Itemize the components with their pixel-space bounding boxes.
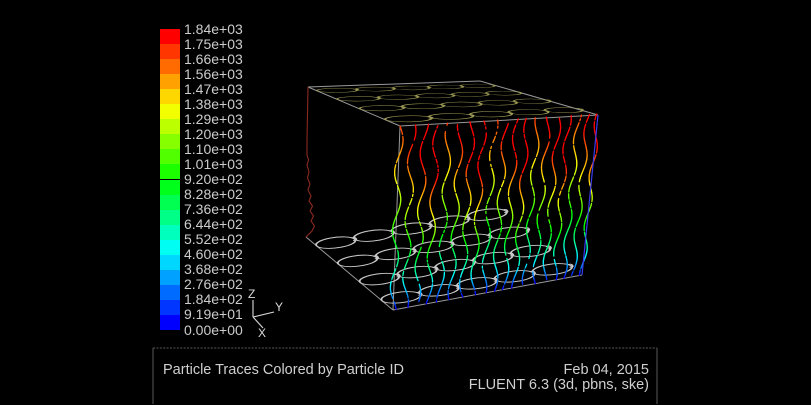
svg-text:Particle Traces Colored by Par: Particle Traces Colored by Particle ID (163, 362, 404, 378)
svg-text:Feb 04, 2015: Feb 04, 2015 (564, 362, 649, 378)
svg-text:Y: Y (275, 300, 283, 314)
svg-text:Z: Z (248, 287, 255, 301)
svg-text:FLUENT 6.3 (3d, pbns, ske): FLUENT 6.3 (3d, pbns, ske) (469, 377, 649, 393)
svg-text:X: X (258, 326, 266, 340)
